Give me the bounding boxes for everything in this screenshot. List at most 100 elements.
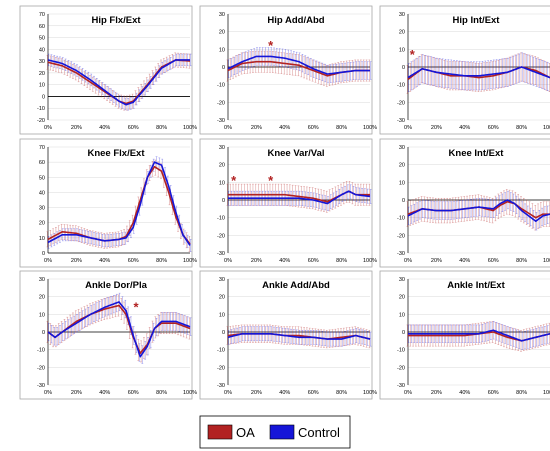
- y-tick-label: 10: [219, 47, 225, 53]
- x-tick-label: 40%: [99, 390, 110, 396]
- x-tick-label: 80%: [336, 390, 347, 396]
- y-tick-label: 0: [42, 330, 45, 336]
- x-tick-label: 80%: [156, 390, 167, 396]
- x-tick-label: 0%: [404, 258, 412, 264]
- x-tick-label: 40%: [279, 390, 290, 396]
- y-tick-label: -20: [217, 365, 225, 371]
- significance-star: *: [410, 47, 416, 62]
- y-tick-label: 20: [39, 221, 45, 227]
- chart-title: Ankle Int/Ext: [447, 280, 505, 291]
- y-tick-label: 20: [219, 163, 225, 169]
- series-line: [47, 304, 191, 354]
- y-tick-label: 10: [399, 180, 405, 186]
- series-line: [47, 301, 191, 358]
- x-tick-label: 0%: [224, 390, 232, 396]
- chart-title: Knee Var/Val: [267, 148, 324, 159]
- series-line: [407, 199, 550, 222]
- panel-frame: [19, 5, 193, 135]
- chart-title: Hip Flx/Ext: [91, 15, 141, 26]
- y-tick-label: -20: [37, 365, 45, 371]
- significance-star: *: [268, 38, 274, 53]
- y-tick-label: -10: [397, 216, 405, 222]
- series-line: [47, 59, 190, 106]
- x-tick-label: 60%: [308, 390, 319, 396]
- y-tick-label: 30: [219, 12, 225, 18]
- y-tick-label: -10: [397, 348, 405, 354]
- x-tick-label: 40%: [459, 258, 470, 264]
- x-tick-label: 40%: [279, 258, 290, 264]
- chart-panel: -20 -10 0 10 20 30 40 50 60 70 0% 20% 40% 60% 80% 100% H…: [19, 5, 197, 135]
- chart-title: Hip Add/Abd: [267, 15, 324, 26]
- x-tick-label: 100%: [363, 125, 377, 131]
- y-tick-label: -10: [217, 216, 225, 222]
- series-line: [47, 161, 191, 246]
- y-tick-label: -30: [217, 251, 225, 257]
- y-tick-label: 10: [39, 83, 45, 89]
- chart-panel: -30 -20 -10 0 10 20 30 0% 20% 40% 60% 80% 100% * * Knee…: [199, 138, 377, 268]
- x-tick-label: 60%: [488, 258, 499, 264]
- x-tick-label: 60%: [128, 390, 139, 396]
- y-tick-label: 0: [402, 330, 405, 336]
- x-tick-label: 0%: [224, 125, 232, 131]
- y-tick-label: 30: [219, 277, 225, 283]
- y-tick-label: 10: [219, 180, 225, 186]
- y-tick-label: 0: [402, 198, 405, 204]
- chart-panel: 0 10 20 30 40 50 60 70 0% 20% 40% 60% 80% 100% Knee Fl…: [19, 138, 197, 268]
- x-tick-label: 40%: [99, 125, 110, 131]
- y-tick-label: 0: [42, 94, 45, 100]
- y-tick-label: 10: [399, 47, 405, 53]
- x-tick-label: 80%: [516, 258, 527, 264]
- chart-panel: -30 -20 -10 0 10 20 30 0% 20% 40% 60% 80% 100% * Ankle…: [19, 270, 197, 400]
- y-tick-label: -30: [217, 383, 225, 389]
- x-tick-label: 80%: [516, 125, 527, 131]
- y-tick-label: 20: [399, 163, 405, 169]
- legend-label-control: Control: [298, 425, 340, 440]
- x-tick-label: 0%: [404, 125, 412, 131]
- x-tick-label: 20%: [71, 125, 82, 131]
- y-tick-label: 30: [39, 206, 45, 212]
- x-tick-label: 0%: [44, 125, 52, 131]
- x-tick-label: 100%: [183, 125, 197, 131]
- x-tick-label: 100%: [543, 258, 550, 264]
- y-tick-label: 20: [399, 30, 405, 36]
- x-tick-label: 20%: [251, 258, 262, 264]
- y-tick-label: 70: [39, 145, 45, 151]
- x-tick-label: 80%: [516, 390, 527, 396]
- x-tick-label: 20%: [431, 258, 442, 264]
- y-tick-label: 10: [39, 312, 45, 318]
- error-bars: [227, 326, 372, 347]
- series-line: [408, 329, 550, 342]
- x-tick-label: 20%: [251, 390, 262, 396]
- chart-panel: -30 -20 -10 0 10 20 30 0% 20% 40% 60% 80% 100% Ankle …: [199, 270, 377, 400]
- y-tick-label: -30: [397, 383, 405, 389]
- x-tick-label: 80%: [336, 258, 347, 264]
- x-tick-label: 40%: [459, 125, 470, 131]
- y-tick-label: 10: [399, 312, 405, 318]
- significance-star: *: [134, 300, 140, 315]
- y-tick-label: 20: [219, 30, 225, 36]
- x-tick-label: 60%: [128, 125, 139, 131]
- legend: OA Control: [199, 415, 351, 449]
- y-tick-label: 50: [39, 36, 45, 42]
- y-tick-label: -30: [37, 383, 45, 389]
- x-tick-label: 0%: [44, 258, 52, 264]
- y-tick-label: 30: [399, 145, 405, 151]
- y-tick-label: -20: [397, 233, 405, 239]
- chart-title: Ankle Add/Abd: [262, 280, 330, 291]
- x-tick-label: 40%: [279, 125, 290, 131]
- chart-title: Knee Int/Ext: [449, 148, 505, 159]
- y-tick-label: -20: [397, 100, 405, 106]
- y-tick-label: -20: [37, 118, 45, 124]
- y-tick-label: -10: [217, 348, 225, 354]
- y-tick-label: 70: [39, 12, 45, 18]
- x-tick-label: 100%: [543, 125, 550, 131]
- x-tick-label: 100%: [363, 390, 377, 396]
- x-tick-label: 60%: [128, 258, 139, 264]
- chart-title: Knee Flx/Ext: [87, 148, 145, 159]
- y-tick-label: -30: [397, 118, 405, 124]
- y-tick-label: 10: [219, 312, 225, 318]
- chart-panel: -30 -20 -10 0 10 20 30 0% 20% 40% 60% 80% 100% * Hip I…: [379, 5, 550, 135]
- legend-swatch-oa: [207, 424, 233, 440]
- y-tick-label: 50: [39, 175, 45, 181]
- y-tick-label: -10: [397, 83, 405, 89]
